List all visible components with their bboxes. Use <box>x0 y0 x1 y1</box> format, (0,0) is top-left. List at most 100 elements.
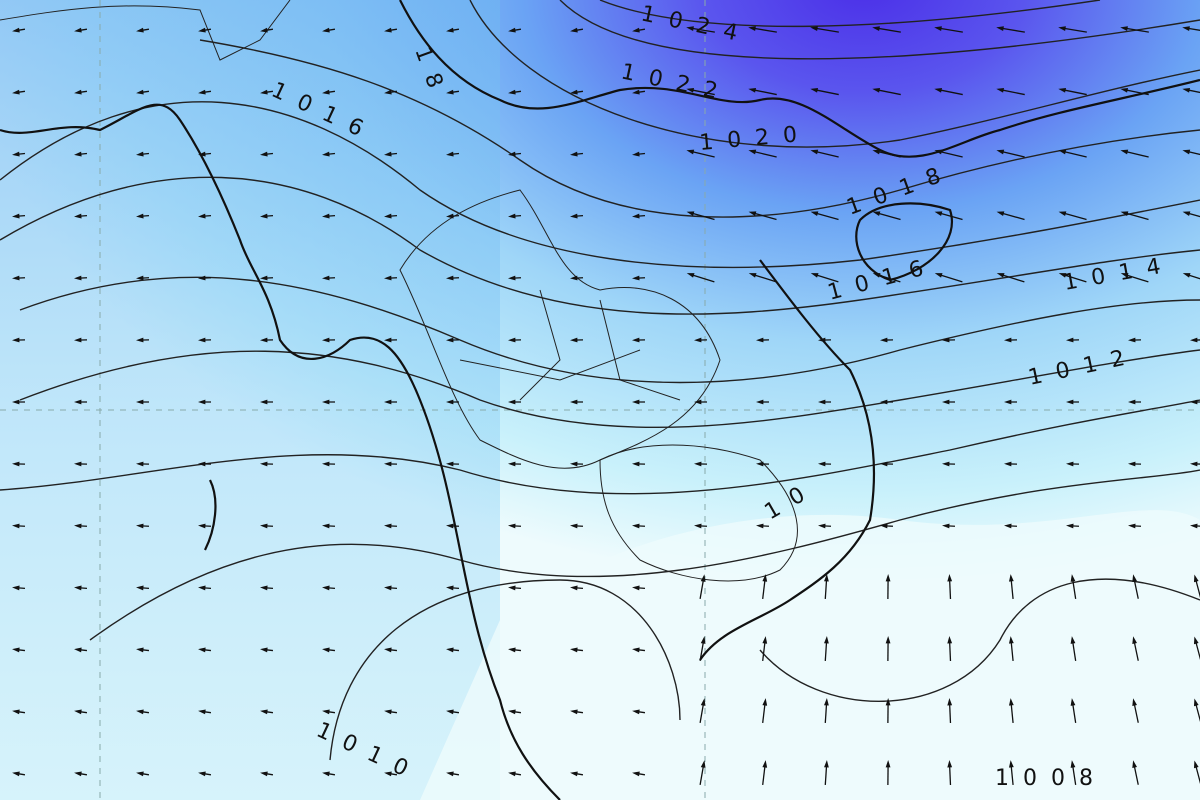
wind-arrow <box>570 27 584 33</box>
wind-arrow <box>446 399 460 405</box>
wind-arrow <box>632 647 646 653</box>
wind-arrow <box>1070 760 1077 785</box>
wind-arrow <box>947 574 953 600</box>
wind-arrow <box>260 89 274 95</box>
wind-arrow <box>198 771 212 777</box>
wind-arrow <box>824 698 829 724</box>
wind-arrow <box>260 647 274 653</box>
wind-arrow <box>508 647 522 653</box>
wind-arrow <box>872 26 901 33</box>
wind-arrow <box>872 273 901 283</box>
wind-arrow <box>756 523 770 529</box>
wind-arrow <box>996 87 1025 96</box>
wind-arrow <box>1058 87 1087 96</box>
wind-arrow <box>198 585 212 591</box>
wind-arrow <box>570 337 584 343</box>
wind-arrow <box>446 213 460 219</box>
wind-arrow <box>880 399 894 405</box>
wind-arrow <box>136 213 150 219</box>
wind-arrow <box>1008 574 1014 600</box>
wind-arrow <box>260 151 274 157</box>
wind-arrow <box>384 89 398 95</box>
wind-arrow <box>699 574 706 599</box>
wind-arrow <box>1182 87 1200 94</box>
wind-arrow <box>1120 87 1149 96</box>
wind-arrow <box>570 523 584 529</box>
wind-arrow <box>198 399 212 405</box>
wind-arrow <box>384 337 398 343</box>
wind-arrow <box>446 523 460 529</box>
wind-arrow <box>260 213 274 219</box>
wind-arrow <box>810 273 839 283</box>
wind-arrow <box>818 337 832 343</box>
wind-arrow <box>748 87 777 96</box>
wind-arrow <box>570 89 584 95</box>
wind-arrow <box>136 89 150 95</box>
wind-arrow <box>632 337 646 343</box>
wind-arrow <box>1004 399 1018 405</box>
wind-arrow <box>824 760 829 786</box>
wind-arrow <box>508 275 522 281</box>
wind-arrow <box>12 771 26 777</box>
wind-arrow <box>880 461 894 467</box>
wind-arrow <box>198 523 212 529</box>
wind-arrow <box>934 149 963 158</box>
wind-arrow <box>996 149 1025 158</box>
wind-arrow <box>260 523 274 529</box>
wind-arrow <box>947 698 953 724</box>
wind-arrow <box>446 275 460 281</box>
wind-arrow <box>384 585 398 591</box>
wind-arrow <box>699 760 706 785</box>
wind-arrow <box>996 211 1025 221</box>
wind-arrow <box>74 275 88 281</box>
wind-arrow <box>198 275 212 281</box>
wind-arrow <box>1058 26 1087 33</box>
wind-arrow <box>1132 760 1139 785</box>
wind-arrow <box>1128 523 1142 529</box>
wind-arrow <box>322 647 336 653</box>
wind-arrow <box>810 87 839 96</box>
wind-arrow <box>508 89 522 95</box>
wind-arrow <box>748 149 777 158</box>
wind-arrow <box>260 461 274 467</box>
wind-arrow <box>260 399 274 405</box>
wind-arrow <box>322 151 336 157</box>
wind-arrow <box>1058 149 1087 158</box>
wind-arrow <box>756 337 770 343</box>
wind-arrow <box>74 399 88 405</box>
west-shading <box>0 0 500 800</box>
wind-arrow <box>198 213 212 219</box>
wind-arrow <box>136 399 150 405</box>
wind-arrow <box>824 574 829 600</box>
wind-arrow <box>260 709 274 715</box>
wind-arrow <box>12 337 26 343</box>
wind-arrow <box>508 213 522 219</box>
wind-arrow <box>1190 461 1200 467</box>
wind-arrow <box>1120 149 1149 158</box>
wind-arrow <box>198 27 212 33</box>
wind-arrow <box>686 211 715 221</box>
wind-arrow <box>885 636 891 662</box>
wind-arrow <box>508 585 522 591</box>
wind-arrow <box>322 89 336 95</box>
wind-arrow <box>508 461 522 467</box>
wind-arrow <box>12 151 26 157</box>
wind-arrow <box>1120 211 1149 221</box>
wind-arrow <box>322 585 336 591</box>
wind-arrow <box>632 523 646 529</box>
wind-arrow <box>446 585 460 591</box>
wind-arrow <box>198 461 212 467</box>
wind-arrow <box>1008 636 1014 662</box>
wind-arrow <box>136 523 150 529</box>
wind-arrow <box>996 273 1025 283</box>
wind-arrow <box>686 87 715 96</box>
wind-arrow <box>947 760 953 786</box>
wind-arrow <box>260 585 274 591</box>
wind-arrow <box>570 151 584 157</box>
wind-arrow <box>260 27 274 33</box>
wind-arrow <box>322 709 336 715</box>
wind-arrow <box>322 771 336 777</box>
wind-arrow <box>12 27 26 33</box>
wind-arrow <box>934 26 963 33</box>
wind-arrow <box>446 151 460 157</box>
